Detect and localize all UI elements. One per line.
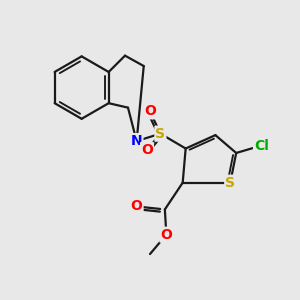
Text: S: S [225, 176, 235, 190]
Text: O: O [160, 228, 172, 242]
Text: N: N [131, 134, 142, 148]
Text: O: O [141, 143, 153, 157]
Text: Cl: Cl [254, 139, 269, 152]
Text: S: S [155, 127, 165, 141]
Text: O: O [131, 200, 142, 214]
Text: O: O [144, 104, 156, 118]
